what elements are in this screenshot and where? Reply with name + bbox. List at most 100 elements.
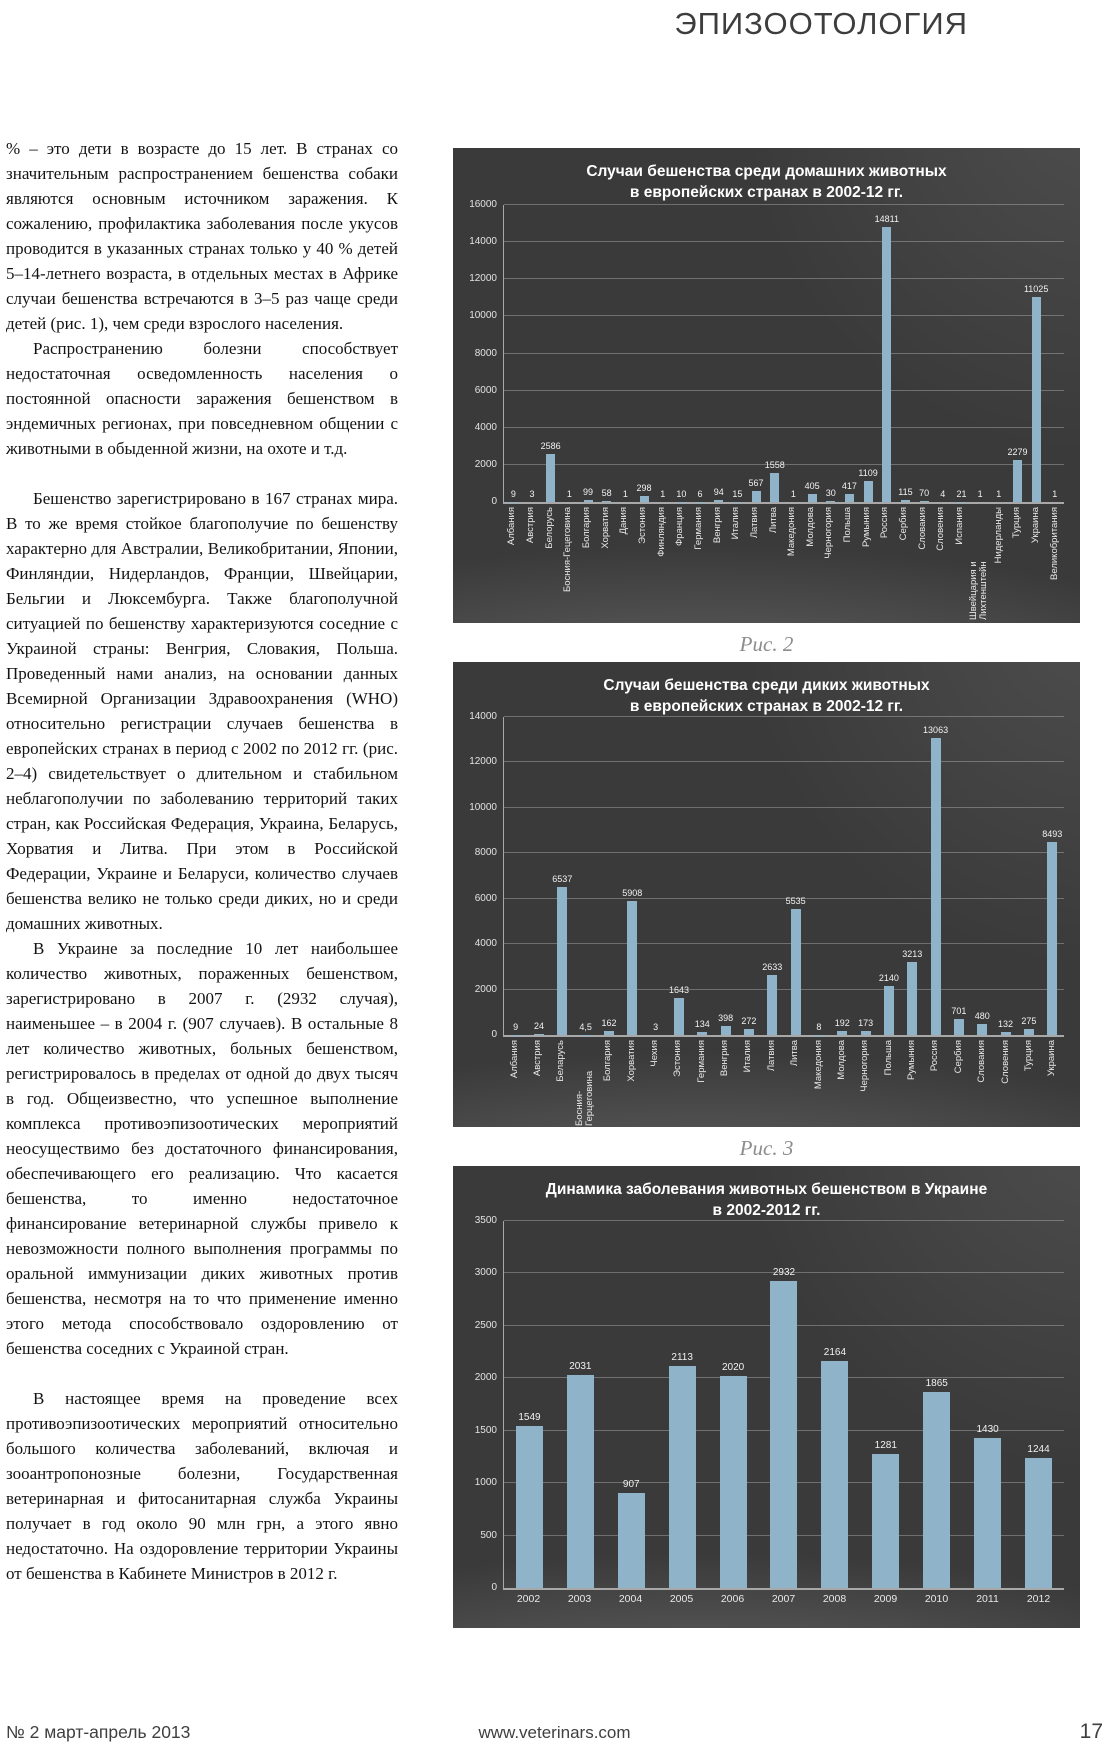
bar-column: 4,5: [574, 717, 597, 1035]
bar-value-label: 134: [694, 1018, 710, 1029]
bar-column: 907: [606, 1221, 657, 1588]
paragraph: В Украине за последние 10 лет наибольшее…: [6, 939, 398, 1358]
x-axis-label-text: Польша: [842, 507, 854, 543]
x-axis-label-text: Франция: [674, 507, 686, 546]
bar-column: 2932: [759, 1221, 810, 1588]
gridline: [504, 241, 1064, 243]
y-axis-tick: 6000: [474, 892, 497, 904]
x-axis-label-text: Македония: [786, 507, 798, 557]
bar-column: 1: [989, 205, 1008, 502]
bar: [790, 909, 801, 1035]
gridline: [504, 463, 1064, 465]
bar-column: 3: [644, 717, 667, 1035]
x-axis-label-text: Украина: [1030, 507, 1042, 544]
x-axis-label-text: Украина: [1046, 1040, 1058, 1077]
x-axis-label-text: 2011: [976, 1593, 999, 1605]
x-axis-label: Эстония: [667, 1040, 690, 1126]
y-axis-tick: 2000: [474, 1372, 497, 1384]
x-axis-label: Хорватия: [596, 507, 615, 620]
bar-column: 9: [504, 717, 527, 1035]
bar: [546, 454, 556, 502]
bar-column: 6537: [551, 717, 574, 1035]
x-axis-label-text: Хорватия: [599, 507, 611, 549]
x-axis-label: Литва: [784, 1040, 807, 1126]
bar-column: 2164: [809, 1221, 860, 1588]
bar-value-label: 11025: [1023, 284, 1049, 295]
bar-column: 99: [579, 205, 598, 502]
x-axis-label: 2003: [554, 1593, 605, 1615]
x-axis-label: Украина: [1027, 507, 1046, 620]
x-axis-label-text: Беларусь: [555, 1040, 567, 1082]
chart-title: Случаи бешенства среди домашних животных…: [453, 148, 1080, 203]
x-axis-label-text: Латвия: [765, 1040, 777, 1072]
bar-value-label: 1: [977, 488, 983, 499]
bar-column: 115: [896, 205, 915, 502]
bar: [603, 1031, 614, 1035]
bar-value-label: 1244: [1027, 1443, 1050, 1455]
x-axis-label-text: Россия: [929, 1040, 941, 1072]
x-axis-label-text: Швейцария и Лихтенштейн: [968, 561, 990, 620]
bars-row: 1549 2031 907 2113 2020 2932 2164 1281 1865 1430 1…: [504, 1221, 1064, 1588]
gridline: [504, 988, 1064, 990]
plot-area: 0 500 1000 1500 2000 2500 3000 3500 1549 2031 907 2…: [475, 1215, 1064, 1593]
y-axis-tick: 8000: [474, 347, 497, 359]
x-axis-label-text: Австрия: [524, 507, 536, 544]
x-axis-label: Австрия: [526, 1040, 549, 1126]
bar-column: 1: [784, 205, 803, 502]
x-axis-label-text: 2003: [567, 1593, 592, 1605]
bar-value-label: 298: [636, 483, 652, 494]
x-axis-label: Чехия: [643, 1040, 666, 1126]
bar-value-label: 132: [998, 1019, 1014, 1030]
x-axis-label-text: 2005: [669, 1593, 694, 1605]
bar-column: 3213: [901, 717, 924, 1035]
bar: [974, 1438, 1002, 1588]
x-axis-label: 2005: [656, 1593, 707, 1615]
y-axis-tick: 8000: [474, 847, 497, 859]
x-axis-label-text: 2006: [720, 1593, 745, 1605]
x-axis-label-text: Турция: [1011, 507, 1023, 539]
bar: [1031, 297, 1041, 502]
bar-column: 1865: [911, 1221, 962, 1588]
y-axis-tick: 0: [491, 1582, 497, 1593]
bar: [767, 975, 778, 1035]
x-axis-label: Италия: [727, 507, 746, 620]
x-axis-label: Турция: [1017, 1040, 1040, 1126]
bar: [844, 494, 854, 502]
x-axis-label: Босния-Гецеговина: [559, 507, 578, 620]
x-axis-label-text: Литва: [767, 507, 779, 534]
bar: [807, 494, 817, 502]
x-axis-label-text: Польша: [882, 1040, 894, 1076]
bar-value-label: 13063: [923, 725, 949, 736]
bar-value-label: 1: [660, 488, 666, 499]
bar: [1000, 1032, 1011, 1035]
x-axis-label: Латвия: [746, 507, 765, 620]
bar-column: 2279: [1007, 205, 1027, 502]
bar-column: 275: [1017, 717, 1040, 1035]
bar-value-label: 1: [1052, 488, 1058, 499]
bar-value-label: 480: [974, 1011, 990, 1022]
x-axis-label: Турция: [1008, 507, 1027, 620]
x-axis-label: Испания: [951, 507, 970, 620]
x-axis-label: Россия: [876, 507, 895, 620]
bar-value-label: 1: [996, 488, 1002, 499]
bar: [919, 500, 929, 502]
gridline: [504, 943, 1064, 945]
bar-value-label: 2020: [721, 1362, 745, 1374]
x-axis-label: Латвия: [760, 1040, 783, 1126]
x-axis-label: 2011: [962, 1593, 1013, 1615]
x-axis-label: 2009: [860, 1593, 911, 1615]
x-axis-label: Румыния: [857, 507, 876, 620]
x-axis-label: Албания: [503, 1040, 526, 1126]
bar-column: 1281: [860, 1221, 911, 1588]
bar-column: 14811: [875, 205, 899, 502]
bar-column: 5908: [621, 717, 644, 1035]
bar: [639, 496, 649, 502]
bar: [837, 1030, 848, 1035]
bar: [627, 900, 638, 1035]
x-axis-label: Финляндия: [652, 507, 671, 620]
bar-value-label: 30: [825, 488, 836, 499]
x-axis-label: Дания: [615, 507, 634, 620]
bar: [860, 1031, 871, 1035]
bar-column: 1643: [667, 717, 690, 1035]
x-axis-label: Беларусь: [550, 1040, 573, 1126]
